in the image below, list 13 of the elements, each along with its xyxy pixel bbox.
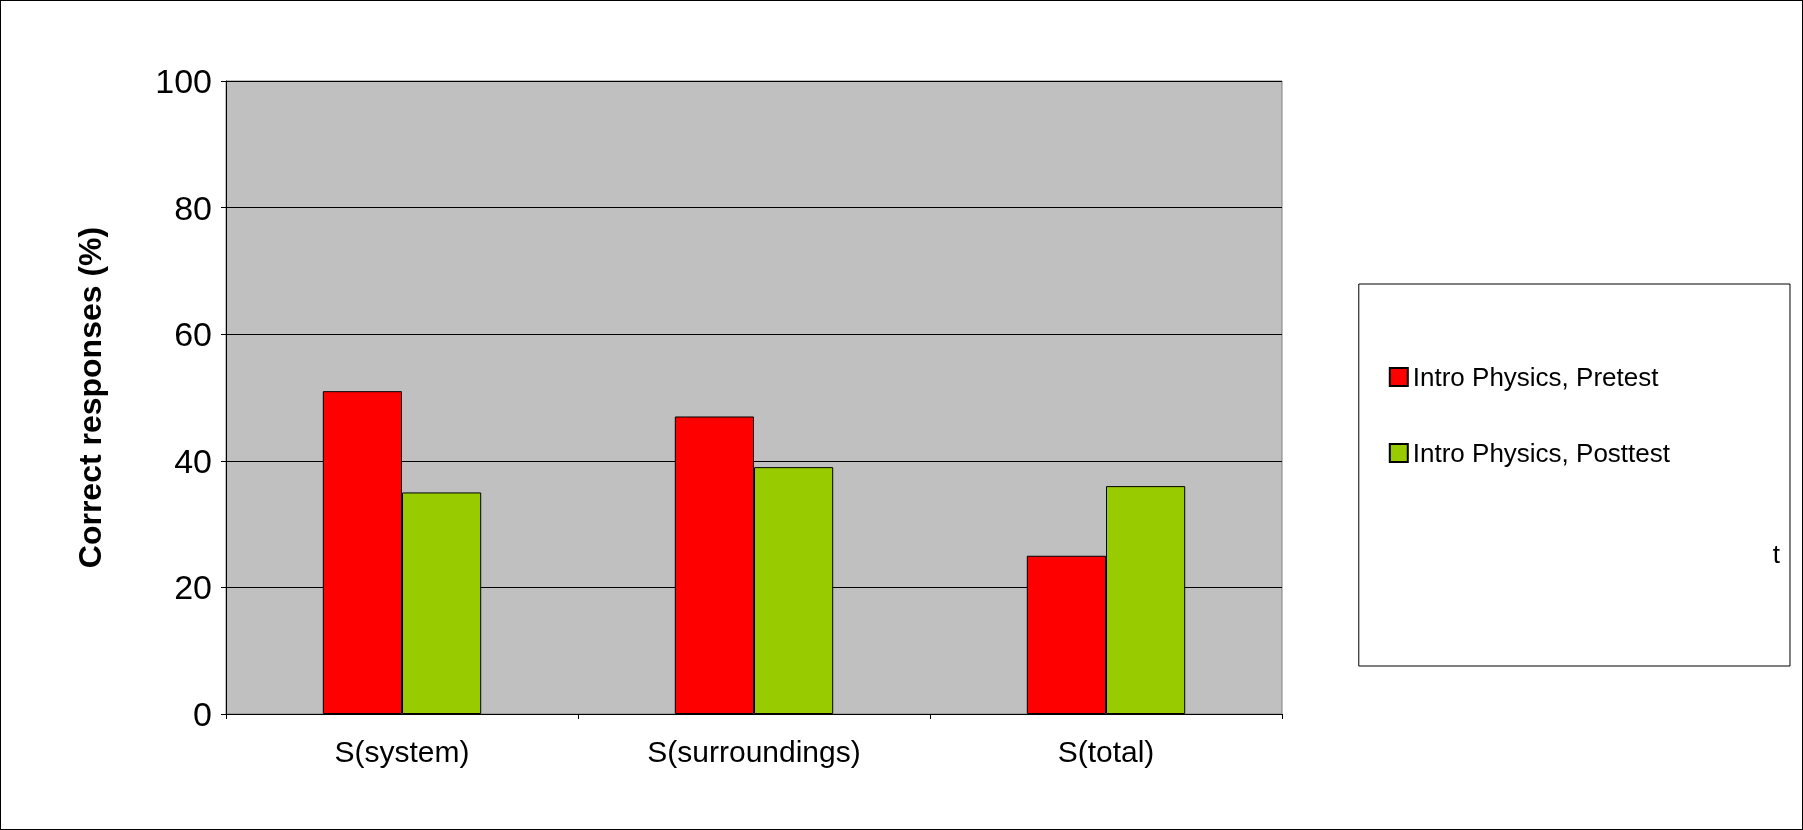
y-tick-label: 60 — [174, 315, 212, 354]
text: t — [1772, 539, 1781, 569]
y-tick-label: 0 — [193, 695, 212, 733]
legend-label: Intro Physics, Pretest — [1412, 362, 1660, 392]
y-tick-label: 100 — [155, 62, 212, 100]
y-axis-title: Correct responses (%) — [72, 226, 108, 569]
y-tick-label: 20 — [174, 568, 212, 607]
x-tick-label: S(total) — [1057, 734, 1155, 768]
x-tick-label: S(surroundings) — [647, 734, 861, 768]
y-tick-label: 40 — [174, 441, 212, 480]
legend-label: Intro Physics, Posttest — [1412, 438, 1671, 468]
y-tick-label: 80 — [174, 188, 212, 227]
x-tick-label: S(system) — [334, 734, 470, 768]
